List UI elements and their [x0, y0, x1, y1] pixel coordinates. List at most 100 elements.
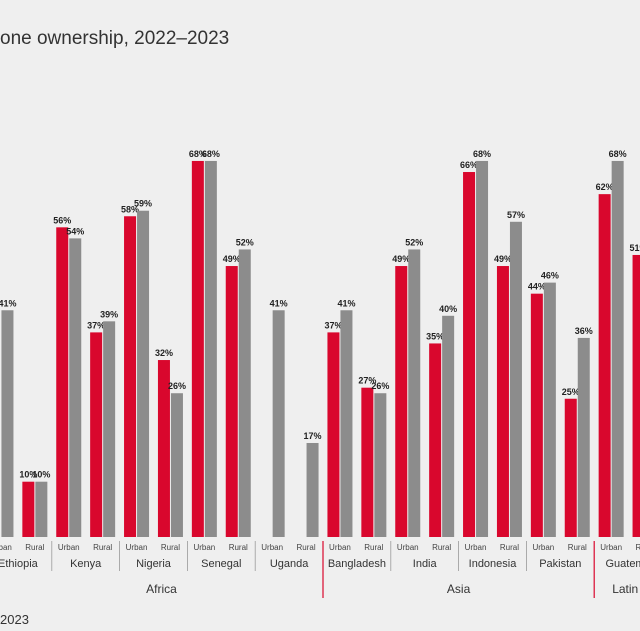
bar-series-a [22, 481, 35, 537]
bar-series-b [272, 310, 285, 537]
country-tick-label: Ethiopia [0, 558, 39, 570]
country-tick-label: Pakistan [539, 558, 581, 570]
subgroup-tick-label: Urban [397, 543, 419, 552]
bar-series-b [1, 310, 14, 537]
data-label: 37% [87, 320, 105, 330]
bar-series-a [395, 266, 408, 537]
subgroup-tick-label: Rural [161, 543, 180, 552]
bar-series-a [225, 266, 238, 537]
subgroup-tick-label: Rural [500, 543, 519, 552]
bar-series-a [463, 172, 476, 537]
data-label: 17% [304, 431, 322, 441]
bar-series-b [170, 393, 183, 537]
bar-series-b [543, 282, 556, 537]
data-label: 68% [609, 149, 627, 159]
bar-series-a [598, 194, 611, 537]
bar-series-b [408, 249, 421, 537]
bar-series-a [157, 360, 170, 537]
data-label: 37% [324, 320, 342, 330]
bar-series-b [476, 160, 489, 537]
bar-series-b [306, 442, 319, 537]
subgroup-tick-label: Rural [568, 543, 587, 552]
country-tick-label: Bangladesh [328, 558, 386, 570]
region-label: Latin [612, 582, 638, 596]
country-tick-label: Indonesia [469, 558, 518, 570]
data-label: 51% [630, 243, 640, 253]
region-label: Africa [146, 582, 177, 596]
bar-series-a [191, 160, 204, 537]
bar-series-b [611, 160, 624, 537]
chart-title: one ownership, 2022–2023 [0, 28, 230, 49]
data-label: 68% [189, 149, 207, 159]
data-label: 52% [405, 237, 423, 247]
subgroup-tick-label: Urban [465, 543, 487, 552]
country-tick-label: Guatema [605, 558, 640, 570]
bar-series-a [56, 227, 69, 537]
bar-series-b [577, 337, 590, 537]
subgroup-tick-label: Rural [229, 543, 248, 552]
data-label: 66% [460, 160, 478, 170]
data-label: 36% [575, 326, 593, 336]
subgroup-tick-label: Urban [532, 543, 554, 552]
data-label: 41% [0, 298, 16, 308]
data-label: 10% [32, 470, 50, 480]
data-label: 57% [507, 210, 525, 220]
region-label: Asia [447, 582, 471, 596]
data-label: 10% [19, 470, 37, 480]
bar-series-a [90, 332, 103, 537]
data-label: 68% [202, 149, 220, 159]
bar-series-b [204, 160, 217, 537]
data-label: 49% [223, 254, 241, 264]
footnote: 2023 [0, 612, 29, 627]
subgroup-tick-label: Urban [329, 543, 351, 552]
bar-series-a [632, 254, 640, 537]
subgroup-tick-label: Urban [0, 543, 12, 552]
subgroup-tick-label: Urban [58, 543, 80, 552]
subgroup-tick-label: Rural [364, 543, 383, 552]
data-label: 58% [121, 204, 139, 214]
bar-series-a [124, 216, 137, 537]
subgroup-tick-label: Rural [25, 543, 44, 552]
data-label: 68% [473, 149, 491, 159]
bar-series-a [327, 332, 340, 537]
data-label: 46% [541, 271, 559, 281]
bar-series-a [361, 387, 374, 537]
country-tick-label: Uganda [270, 558, 309, 570]
country-tick-label: Kenya [70, 558, 102, 570]
data-label: 62% [596, 182, 614, 192]
bar-series-a [530, 293, 543, 537]
subgroup-tick-label: Urban [126, 543, 148, 552]
data-label: 49% [392, 254, 410, 264]
bar-series-b [238, 249, 251, 537]
country-tick-label: Nigeria [136, 558, 172, 570]
bar-series-b [442, 315, 455, 537]
bar-series-b [374, 393, 387, 537]
bar-series-a [429, 343, 442, 537]
data-label: 39% [100, 309, 118, 319]
data-label: 35% [426, 331, 444, 341]
data-label: 41% [337, 298, 355, 308]
bar-series-b [103, 321, 116, 537]
subgroup-tick-label: Urban [193, 543, 215, 552]
country-tick-label: Senegal [201, 558, 241, 570]
subgroup-tick-label: Rural [296, 543, 315, 552]
bar-series-b [69, 238, 82, 537]
data-label: 27% [358, 376, 376, 386]
data-label: 52% [236, 237, 254, 247]
data-label: 41% [270, 298, 288, 308]
bar-series-a [496, 266, 509, 537]
data-label: 32% [155, 348, 173, 358]
data-label: 26% [168, 381, 186, 391]
bar-series-a [564, 398, 577, 537]
data-label: 56% [53, 215, 71, 225]
data-label: 54% [66, 226, 84, 236]
country-tick-label: India [413, 558, 438, 570]
subgroup-tick-label: Rural [93, 543, 112, 552]
data-label: 26% [371, 381, 389, 391]
subgroup-tick-label: Rural [432, 543, 451, 552]
data-label: 40% [439, 304, 457, 314]
subgroup-tick-label: Urban [600, 543, 622, 552]
data-label: 59% [134, 199, 152, 209]
bar-series-b [509, 221, 522, 538]
data-label: 49% [494, 254, 512, 264]
